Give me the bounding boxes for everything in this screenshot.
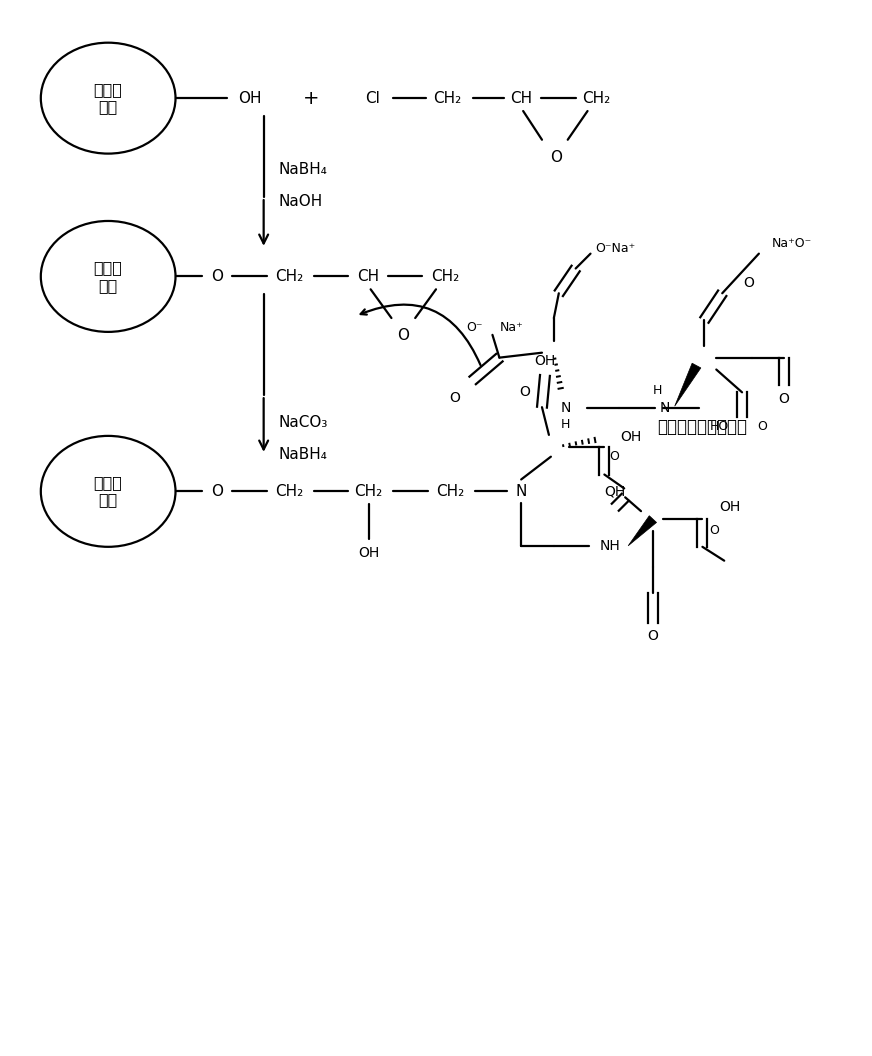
Text: NH: NH [600, 539, 621, 553]
Text: 琅脂糖
凝胶: 琅脂糖 凝胶 [93, 82, 123, 114]
Text: NaBH₄: NaBH₄ [278, 162, 327, 177]
Text: O: O [744, 277, 754, 290]
Text: H: H [561, 417, 570, 431]
Text: N: N [561, 401, 571, 415]
Text: HO: HO [710, 420, 729, 433]
Polygon shape [628, 515, 657, 546]
Text: NaBH₄: NaBH₄ [278, 447, 327, 463]
Text: O: O [211, 269, 223, 284]
Text: OH: OH [535, 354, 555, 367]
Text: CH₂: CH₂ [433, 91, 461, 106]
Text: Na⁺: Na⁺ [500, 321, 523, 335]
Text: 琅脂糖
凝胶: 琅脂糖 凝胶 [93, 260, 123, 293]
Text: 琅脂糖
凝胶: 琅脂糖 凝胶 [93, 475, 123, 508]
Text: O: O [550, 150, 562, 165]
Text: OH: OH [621, 430, 642, 444]
Text: CH: CH [358, 269, 379, 284]
Text: O: O [520, 385, 530, 399]
Text: CH₂: CH₂ [276, 269, 303, 284]
Text: QH: QH [604, 485, 626, 498]
Text: O: O [211, 484, 223, 498]
Text: O: O [648, 629, 658, 643]
Text: O: O [610, 450, 619, 464]
Text: H: H [653, 383, 663, 397]
Text: NaCO₃: NaCO₃ [278, 415, 328, 430]
Text: O: O [449, 392, 460, 406]
Text: OH: OH [719, 501, 741, 514]
Text: NaOH: NaOH [278, 193, 323, 209]
Text: O: O [757, 420, 766, 433]
Polygon shape [675, 363, 701, 407]
Text: CH₂: CH₂ [436, 484, 464, 498]
Text: CH₂: CH₂ [355, 484, 383, 498]
Text: CH₂: CH₂ [276, 484, 303, 498]
Text: N: N [515, 484, 527, 498]
Text: O⁻Na⁺: O⁻Na⁺ [596, 242, 636, 256]
Text: +: + [303, 89, 319, 108]
Text: N: N [659, 401, 670, 415]
Text: OH: OH [358, 546, 379, 560]
Text: CH: CH [510, 91, 532, 106]
Text: CH₂: CH₂ [582, 91, 610, 106]
Text: O: O [778, 392, 789, 407]
Text: Na⁺O⁻: Na⁺O⁻ [772, 238, 812, 250]
Text: O: O [398, 328, 409, 343]
Text: O: O [710, 525, 719, 538]
Text: CH₂: CH₂ [431, 269, 459, 284]
Text: OH: OH [238, 91, 262, 106]
Text: O⁻: O⁻ [466, 321, 482, 335]
Text: Cl: Cl [365, 91, 380, 106]
Text: 乙二胺二琥珀酸三钓: 乙二胺二琥珀酸三钓 [657, 418, 747, 436]
